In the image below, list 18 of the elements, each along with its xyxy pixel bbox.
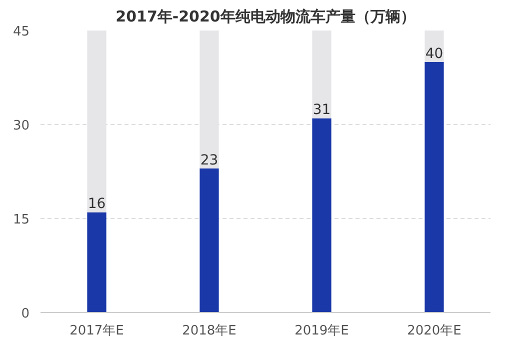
- bar: [312, 30, 332, 118]
- bar: [200, 168, 219, 312]
- data-label: 23: [200, 152, 218, 168]
- y-tick-label: 30: [12, 118, 30, 134]
- x-tick-label: 2020年E: [407, 324, 462, 338]
- y-tick-label: 0: [21, 306, 30, 322]
- x-tick-label: 2017年E: [70, 324, 124, 338]
- bar: [87, 212, 106, 312]
- chart-title: 2017年-2020年纯电动物流车产量（万辆）: [116, 8, 416, 26]
- bar: [312, 118, 332, 312]
- bar: [424, 62, 444, 312]
- data-label: 31: [312, 102, 331, 118]
- x-tick-label: 2019年E: [294, 324, 349, 338]
- data-label: 16: [88, 196, 106, 212]
- x-tick-label: 2018年E: [182, 324, 236, 338]
- y-tick-label: 45: [12, 24, 30, 40]
- data-label: 40: [425, 46, 444, 62]
- y-tick-label: 15: [12, 212, 30, 228]
